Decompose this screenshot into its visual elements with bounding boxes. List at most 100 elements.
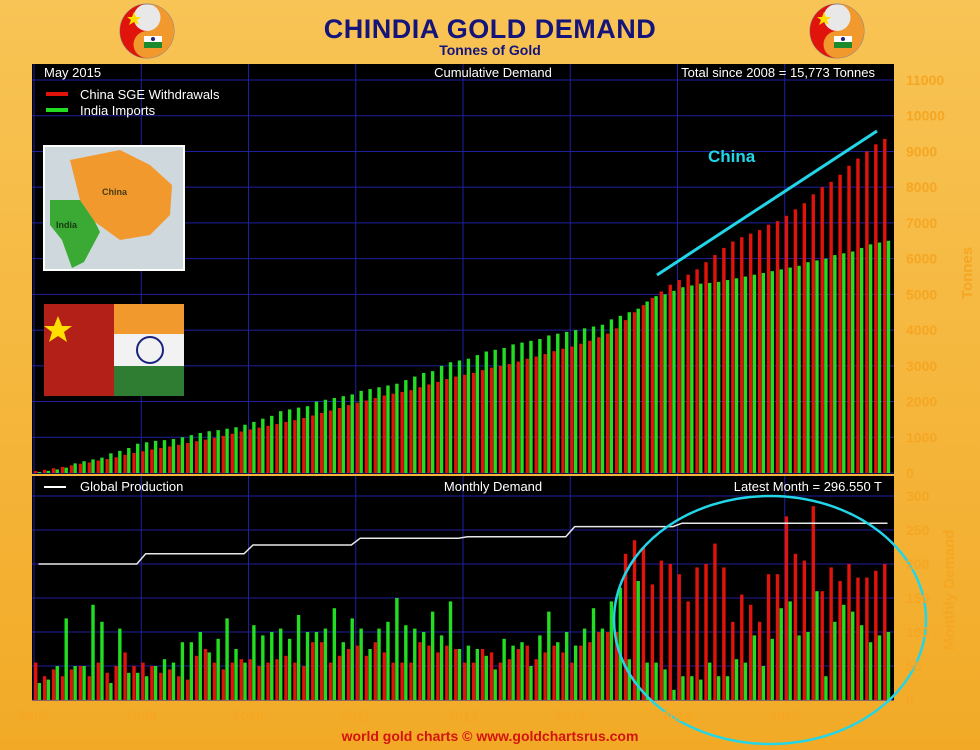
y-tick-label: 1000: [906, 429, 937, 445]
monthly-china-bar: [740, 594, 744, 700]
monthly-india-bar: [609, 601, 614, 700]
monthly-china-bar: [212, 662, 217, 700]
cumulative-china-bar: [177, 444, 181, 473]
monthly-china-bar: [463, 662, 467, 700]
cumulative-india-bar: [439, 365, 444, 473]
monthly-china-bar: [498, 662, 503, 700]
legend-label-india: India Imports: [80, 103, 156, 118]
monthly-india-bar: [243, 662, 247, 700]
cumulative-india-bar: [645, 301, 649, 473]
cumulative-china-bar: [865, 151, 869, 474]
cumulative-china-bar: [793, 209, 798, 473]
cumulative-y-axis-title: Tonnes: [959, 247, 976, 299]
latest-month: Latest Month = 296.550 T: [734, 479, 882, 494]
y-tick-label: 8000: [906, 179, 937, 195]
monthly-india-bar: [538, 635, 542, 700]
cumulative-india-bar: [198, 432, 202, 473]
monthly-india-bar: [502, 638, 506, 700]
cumulative-india-bar: [314, 401, 319, 473]
cumulative-china-bar: [51, 468, 56, 473]
monthly-india-bar: [833, 621, 837, 700]
monthly-china-bar: [775, 574, 780, 700]
monthly-china-bar: [248, 659, 252, 700]
cumulative-china-bar: [606, 333, 610, 473]
y-tick-label: 4000: [906, 322, 937, 338]
monthly-india-bar: [466, 645, 471, 700]
cumulative-india-bar: [162, 440, 167, 473]
monthly-china-bar: [239, 659, 243, 700]
monthly-china-bar: [400, 662, 404, 700]
y-tick-label: 50: [906, 658, 922, 674]
monthly-india-bar: [136, 672, 140, 700]
monthly-india-bar: [314, 632, 319, 700]
monthly-india-bar: [100, 621, 104, 700]
cumulative-india-bar: [136, 443, 140, 473]
cumulative-india-bar: [868, 244, 873, 473]
x-tick-label: 2009: [126, 708, 157, 724]
cumulative-china-bar: [463, 374, 467, 473]
cumulative-china-bar: [293, 420, 297, 473]
x-tick-label: 2011: [341, 708, 372, 724]
cumulative-china-bar: [454, 376, 458, 473]
monthly-china-bar: [185, 679, 190, 700]
monthly-india-bar: [851, 611, 855, 700]
cumulative-bars: [34, 138, 891, 474]
cumulative-india-bar: [55, 469, 59, 473]
cumulative-india-bar: [681, 287, 685, 473]
monthly-china-bar: [257, 666, 261, 700]
cumulative-china-bar: [722, 247, 726, 473]
cumulative-china-bar: [471, 372, 476, 473]
cumulative-india-bar: [127, 447, 131, 473]
monthly-india-bar: [547, 611, 551, 700]
cumulative-india-bar: [493, 349, 497, 473]
cumulative-india-bar: [582, 328, 587, 473]
cumulative-india-bar: [770, 271, 774, 473]
monthly-india-bar: [591, 608, 596, 700]
monthly-china-bar: [132, 666, 136, 700]
cumulative-india-bar: [368, 389, 372, 473]
cumulative-india-bar: [573, 330, 578, 473]
chart-footer: world gold charts © www.goldchartsrus.co…: [341, 728, 639, 744]
cumulative-india-bar: [859, 247, 864, 473]
monthly-india-bar: [877, 635, 882, 700]
monthly-china-bar: [275, 659, 279, 700]
monthly-india-bar: [207, 652, 211, 700]
monthly-title: Monthly Demand: [444, 479, 542, 494]
cumulative-india-bar: [591, 326, 596, 473]
cumulative-china-bar: [141, 451, 145, 473]
monthly-india-bar: [761, 666, 766, 700]
monthly-china-bar: [597, 632, 601, 700]
cumulative-india-bar: [797, 265, 801, 473]
cumulative-india-bar: [725, 280, 730, 473]
monthly-india-bar: [109, 683, 113, 700]
cumulative-india-bar: [296, 407, 301, 473]
cumulative-india-bar: [565, 331, 569, 473]
cumulative-india-bar: [234, 427, 238, 473]
monthly-china-bar: [78, 666, 83, 700]
monthly-china-bar: [704, 564, 708, 700]
x-tick-label: 2012: [447, 708, 478, 724]
y-tick-label: 2000: [906, 394, 937, 410]
legend-label-china: China SGE Withdrawals: [80, 87, 220, 102]
monthly-india-bar: [663, 669, 667, 700]
monthly-china-bar: [427, 645, 431, 700]
monthly-india-bar: [153, 666, 158, 700]
monthly-china-bar: [534, 659, 538, 700]
monthly-india-bar: [627, 659, 631, 700]
monthly-india-bar: [493, 669, 497, 700]
cumulative-india-bar: [359, 390, 363, 473]
cumulative-china-bar: [740, 237, 744, 473]
monthly-india-bar: [118, 628, 122, 700]
y-tick-label: 6000: [906, 251, 937, 267]
cumulative-china-bar: [302, 417, 306, 473]
monthly-india-bar: [708, 662, 712, 700]
monthly-india-bar: [582, 628, 587, 700]
monthly-india-bar: [484, 655, 488, 700]
monthly-india-bar: [395, 598, 399, 700]
y-tick-label: 250: [906, 522, 930, 538]
monthly-china-bar: [731, 621, 735, 700]
cumulative-china-bar: [677, 280, 681, 473]
monthly-china-bar: [829, 567, 833, 700]
cumulative-india-bar: [189, 435, 194, 473]
